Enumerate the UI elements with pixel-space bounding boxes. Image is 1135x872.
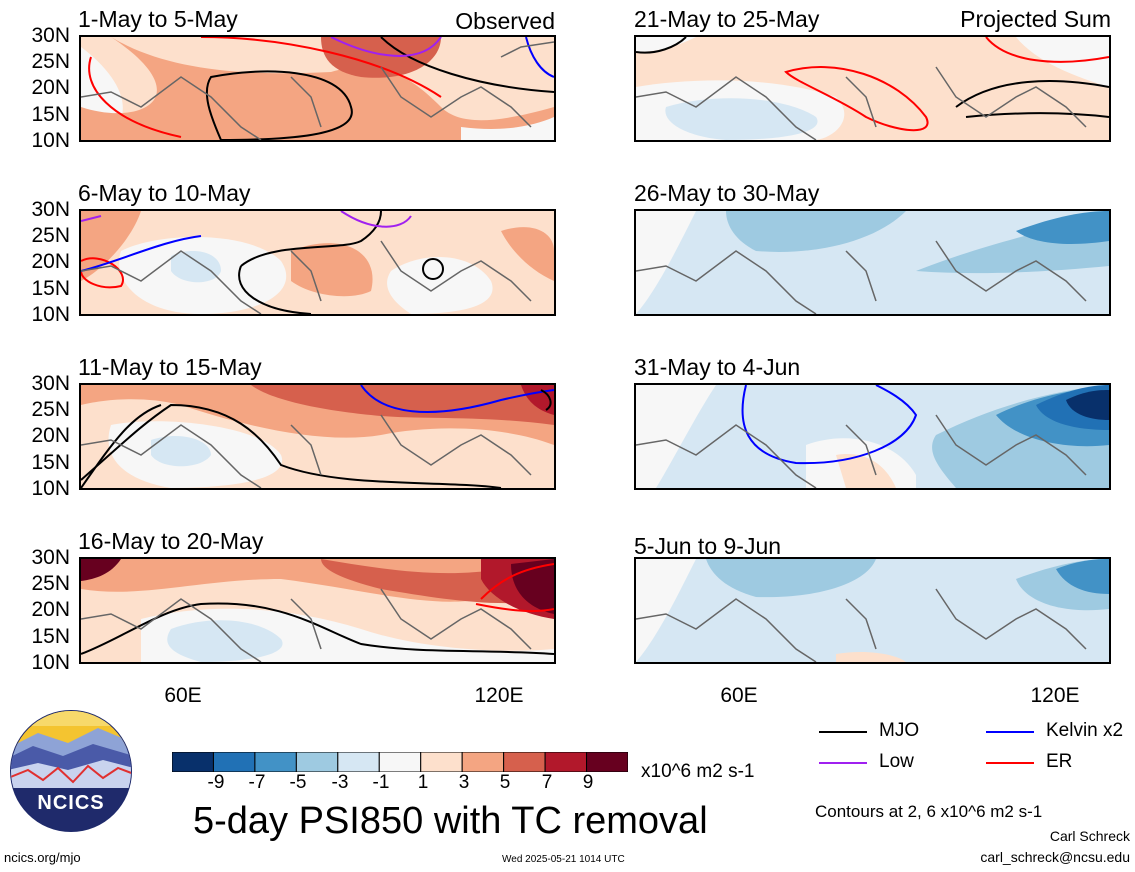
legend-low-line [819, 762, 867, 764]
timestamp: Wed 2025-05-21 1014 UTC [502, 854, 625, 865]
contours-note: Contours at 2, 6 x10^6 m2 s-1 [815, 802, 1043, 821]
map-panel [634, 35, 1111, 142]
units-label: x10^6 m2 s-1 [641, 761, 755, 782]
colorbar-box [212, 751, 256, 773]
lon-label-120e: 120E [474, 684, 524, 707]
lon-label-60e: 60E [164, 684, 202, 707]
legend-er-label: ER [1046, 751, 1073, 772]
legend-er-line [986, 762, 1034, 764]
panel-title: 21-May to 25-May [634, 6, 820, 32]
legend-kelvin-label: Kelvin x2 [1046, 720, 1124, 741]
observed-label: Observed [455, 8, 555, 34]
colorbar-box [171, 751, 214, 773]
website-link[interactable]: ncics.org/mjo [4, 850, 81, 865]
lon-label-120e: 120E [1030, 684, 1080, 707]
author-email: carl_schreck@ncsu.edu [980, 849, 1130, 865]
legend-kelvin-line [986, 731, 1034, 733]
map-panel [79, 557, 556, 664]
panel-title: 31-May to 4-Jun [634, 354, 801, 380]
panel-title: 26-May to 30-May [634, 180, 820, 206]
author-name: Carl Schreck [1049, 828, 1130, 844]
map-panel [79, 383, 556, 490]
colorbar-box [586, 751, 629, 773]
colorbar-box [337, 751, 380, 773]
colorbar [171, 751, 629, 777]
colorbar-box [378, 751, 422, 773]
main-title: 5-day PSI850 with TC removal [193, 800, 708, 842]
legend-mjo-label: MJO [879, 720, 920, 741]
colorbar-box [295, 751, 339, 773]
panel-title: 6-May to 10-May [78, 180, 251, 206]
panel-title: 16-May to 20-May [78, 528, 264, 554]
colorbar-box [544, 751, 588, 773]
map-panel [634, 209, 1111, 316]
legend-low-label: Low [879, 751, 914, 772]
lon-label-60e: 60E [720, 684, 758, 707]
panel-title: 1-May to 5-May [78, 6, 238, 32]
colorbar-box [503, 751, 546, 773]
map-panel [79, 35, 556, 142]
legend-mjo-line [819, 731, 867, 733]
colorbar-box [420, 751, 463, 773]
colorbar-box [254, 751, 297, 773]
logo-text: NCICS [37, 792, 105, 814]
ncics-logo: NCICS [8, 708, 134, 834]
panel-title: 5-Jun to 9-Jun [634, 533, 782, 559]
map-panel [79, 209, 556, 316]
map-panel [634, 383, 1111, 490]
projected-label: Projected Sum [960, 6, 1111, 32]
colorbar-box [461, 751, 505, 773]
map-panel [634, 557, 1111, 664]
panel-title: 11-May to 15-May [78, 354, 262, 380]
